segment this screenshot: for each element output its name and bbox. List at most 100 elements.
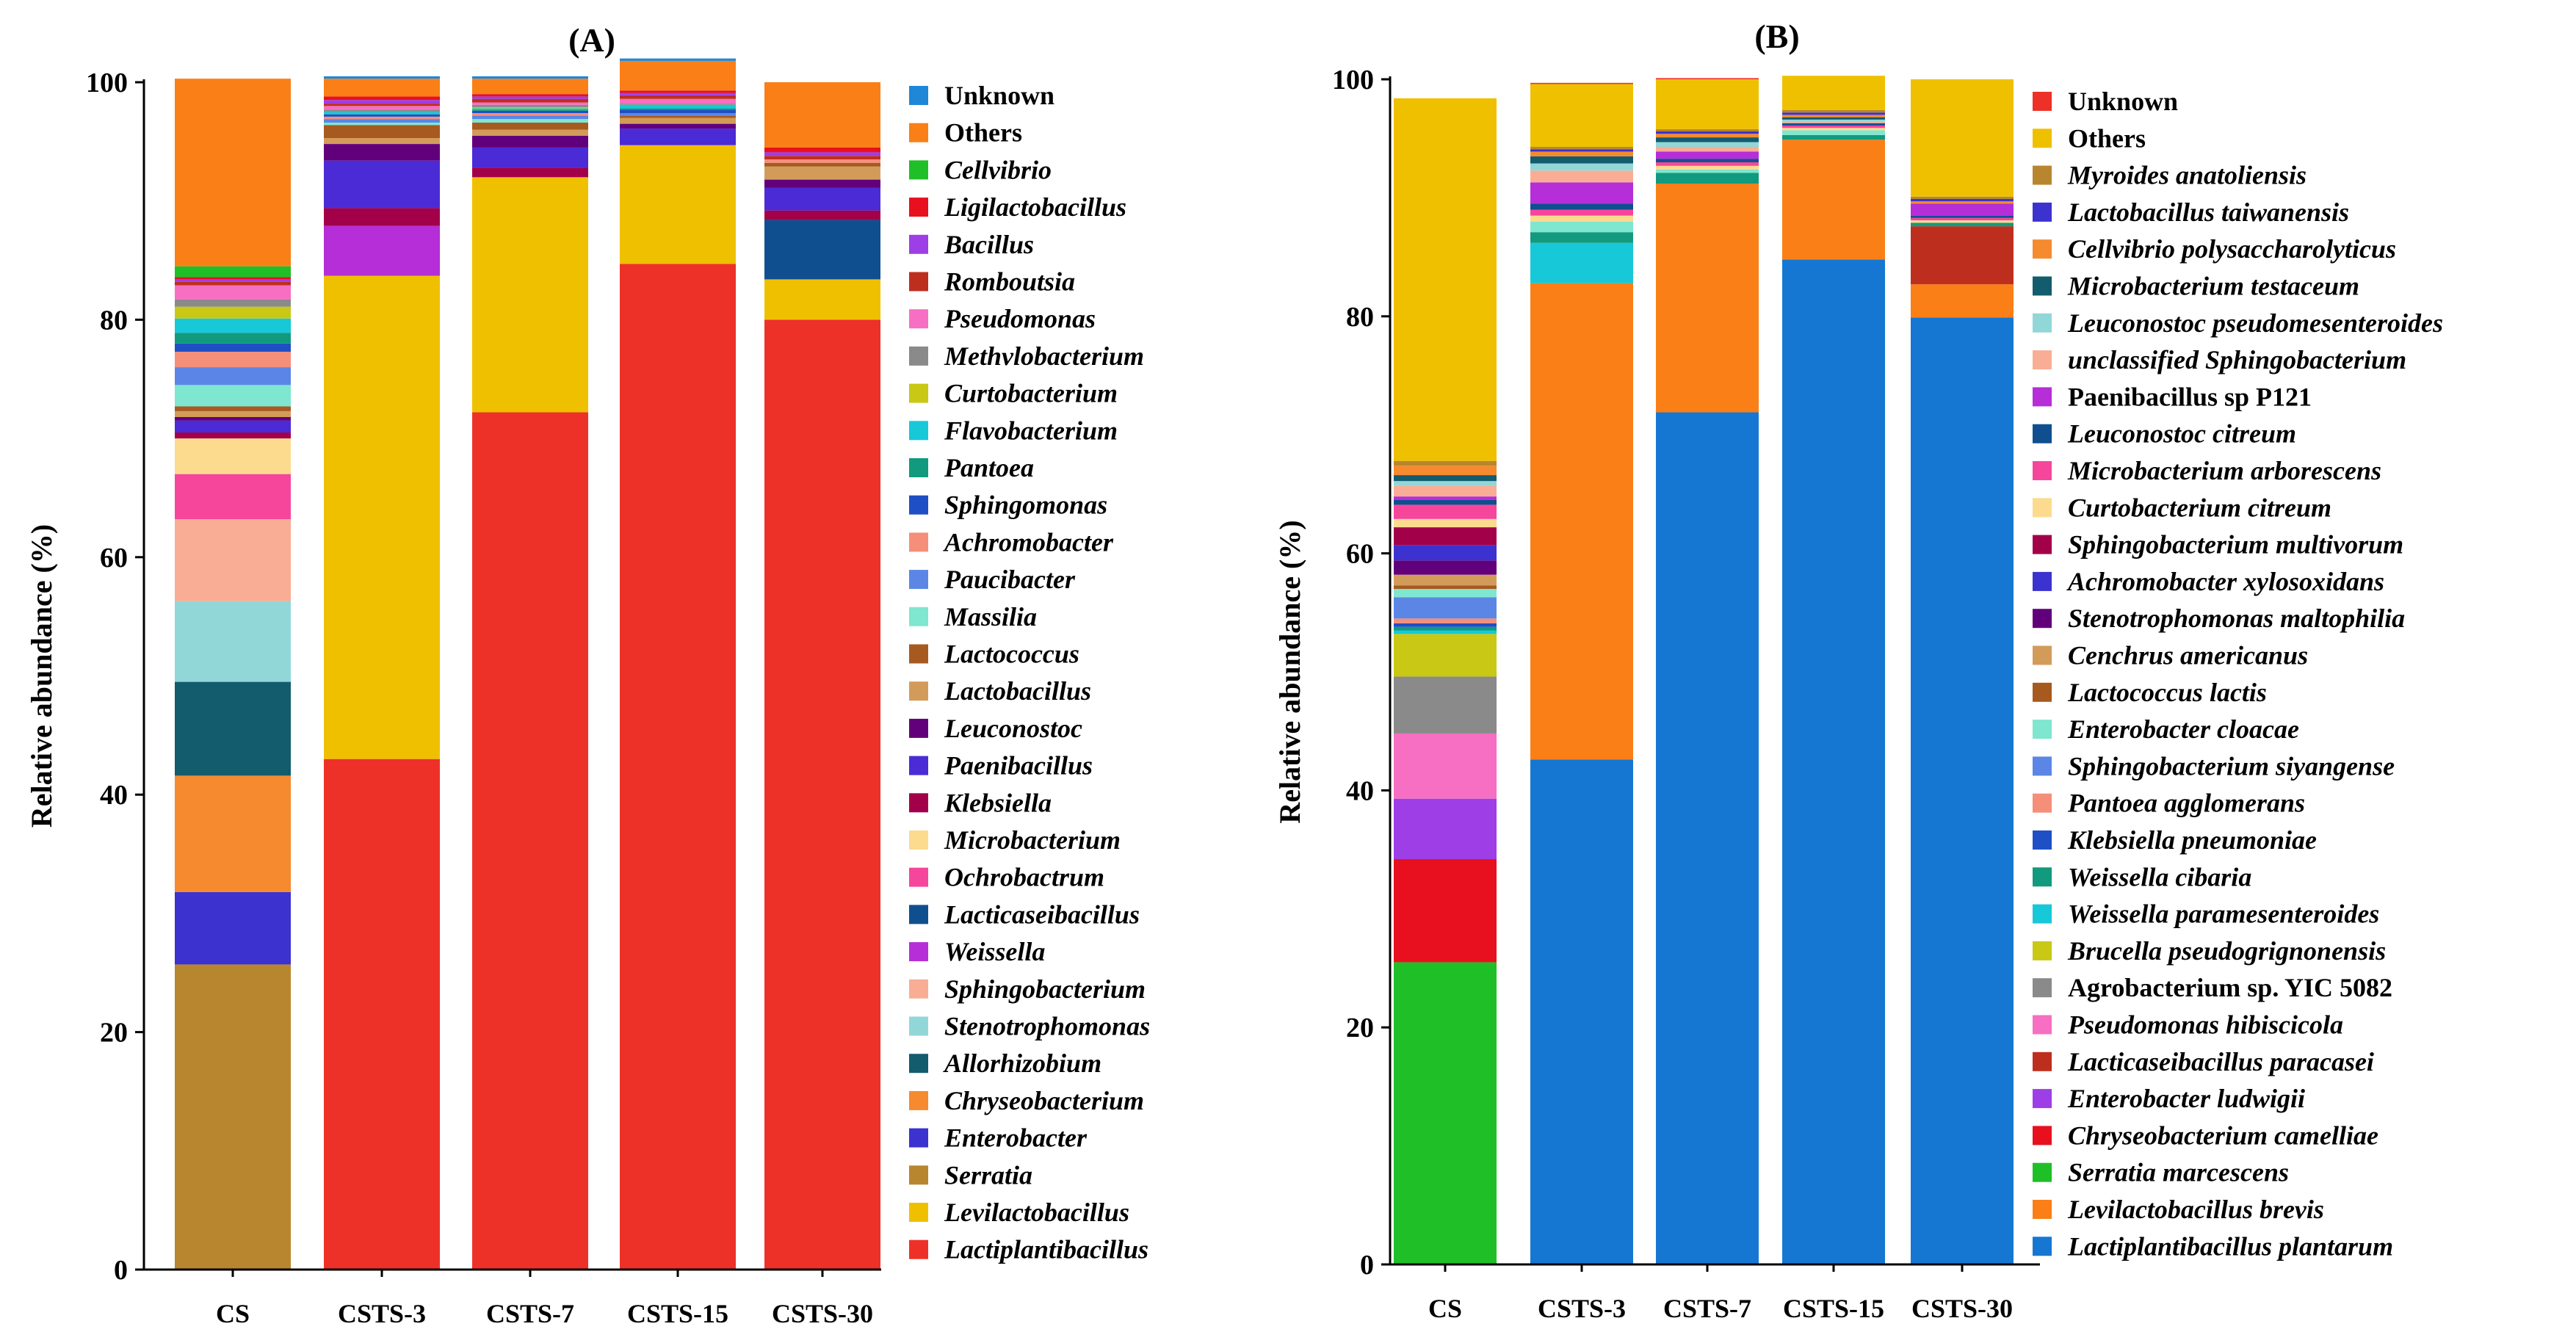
bar-segment-csts-7-lactiplantibacillus	[472, 412, 588, 1270]
bar-segment-cs-massilia	[175, 385, 291, 407]
bar-segment-cs-methvlobacterium	[175, 299, 291, 307]
bar-segment-csts-7-lactococcus	[472, 122, 588, 130]
y-tick-label: 20	[1346, 1013, 1374, 1043]
chart-b: (B) Relative abundance (%) CS CSTS-3 CSTS-7 C…	[1273, 18, 2443, 1323]
y-tick-label: 100	[86, 68, 128, 98]
legend-swatch-flavobacterium	[909, 421, 928, 441]
bar-segment-csts-3-lactobacillus-taiwanensis	[1530, 149, 1633, 152]
bar-segment-csts-7-pantoea	[472, 109, 588, 111]
bar-segment-csts-30-paenibacillus	[764, 187, 880, 211]
legend-label-levilactobacillus: Levilactobacillus	[944, 1198, 1129, 1227]
legend-swatch-unclassified-sphingobacterium	[2033, 350, 2052, 370]
bar-segment-csts-3-methvlobacterium	[324, 109, 440, 112]
legend-label-agrobacterium-sp-yic-5082: Agrobacterium sp. YIC 5082	[2068, 973, 2392, 1002]
legend-label-serratia: Serratia	[944, 1160, 1032, 1190]
legend-label-lactobacillus: Lactobacillus	[944, 676, 1091, 706]
legend-swatch-unknown	[2033, 92, 2052, 111]
bar-segment-cs-paenibacillus	[175, 420, 291, 433]
bar-segment-csts-15-others	[620, 60, 736, 91]
chart-a: (A) Relative abundance (%) CS CSTS-3 CSTS-7 C…	[25, 21, 1150, 1328]
bar-segment-csts-7-sphingomonas	[472, 110, 588, 114]
legend-label-microbacterium: Microbacterium	[944, 825, 1121, 855]
legend-swatch-curtobacterium	[909, 383, 928, 403]
y-tick-label: 80	[100, 305, 128, 336]
bar-segment-csts-3-cellvibrio-polysaccharolyticus	[1530, 151, 1633, 156]
legend-label-enterobacter-ludwigii: Enterobacter ludwigii	[2067, 1084, 2305, 1113]
x-tick-label: CSTS-7	[1663, 1294, 1751, 1323]
bar-segment-csts-7-paucibacter	[472, 115, 588, 120]
legend-swatch-sphingobacterium	[909, 979, 928, 999]
legend-swatch-weissella-cibaria	[2033, 867, 2052, 887]
y-axis-label: Relative abundance (%)	[25, 524, 58, 828]
y-tick-label: 0	[114, 1255, 128, 1286]
bar-segment-csts-15-bacillus	[620, 93, 736, 95]
bar-segment-csts-7-ligilactobacillus	[472, 94, 588, 97]
legend-swatch-cellvibrio-polysaccharolyticus	[2033, 239, 2052, 259]
legend-swatch-romboutsia	[909, 272, 928, 292]
legend-label-ligilactobacillus: Ligilactobacillus	[944, 192, 1126, 222]
bar-segment-csts-7-leuconostoc-pseudomesenteroides	[1656, 142, 1759, 147]
legend-label-curtobacterium: Curtobacterium	[944, 379, 1118, 408]
legend-label-sphingobacterium-siyangense: Sphingobacterium siyangense	[2068, 751, 2395, 781]
legend-label-lactobacillus-taiwanensis: Lactobacillus taiwanensis	[2067, 198, 2349, 227]
legend-swatch-others	[2033, 128, 2052, 148]
bar-segment-csts-3-leuconostoc-pseudomesenteroides	[1530, 163, 1633, 171]
bar-segment-csts-7-romboutsia	[472, 98, 588, 103]
x-tick-label: CSTS-15	[627, 1299, 728, 1328]
bar-segment-cs-microbacterium	[175, 438, 291, 474]
bar-segment-cs-stenotrophomonas	[175, 601, 291, 682]
bar-segment-csts-7-paenibacillus-sp-p121	[1656, 151, 1759, 159]
legend-label-lactiplantibacillus-plantarum: Lactiplantibacillus plantarum	[2067, 1231, 2393, 1261]
bar-segment-cs-pseudomonas	[175, 285, 291, 300]
bar-segment-csts-3-pseudomonas	[324, 106, 440, 110]
bar-segment-csts-7-curtobacterium	[472, 106, 588, 109]
bar-segment-csts-7-bacillus	[472, 96, 588, 99]
bar-segment-csts-3-unknown	[324, 76, 440, 79]
legend-swatch-serratia	[909, 1165, 928, 1185]
bar-segment-cs-enterobacter-cloacae	[1394, 589, 1497, 598]
legend-swatch-lactiplantibacillus	[909, 1239, 928, 1259]
legend-label-serratia-marcescens: Serratia marcescens	[2068, 1158, 2289, 1187]
legend-swatch-bacillus	[909, 234, 928, 254]
bar-segment-cs-cellvibrio	[175, 266, 291, 278]
legend-label-allorhizobium: Allorhizobium	[943, 1049, 1101, 1078]
bar-segment-csts-30-lactiplantibacillus	[764, 319, 880, 1270]
bar-segment-csts-3-unknown	[1530, 82, 1633, 84]
legend-label-microbacterium-arborescens: Microbacterium arborescens	[2067, 456, 2381, 485]
bar-segment-cs-allorhizobium	[175, 681, 291, 776]
legend-swatch-serratia-marcescens	[2033, 1162, 2052, 1182]
bar-segment-csts-15-microbacterium-arborescens	[1782, 125, 1885, 128]
bar-segment-csts-3-paenibacillus-sp-p121	[1530, 182, 1633, 204]
legend-swatch-chryseobacterium-camelliae	[2033, 1126, 2052, 1145]
legend-label-enterobacter-cloacae: Enterobacter cloacae	[2067, 714, 2299, 744]
bar-segment-csts-30-cellvibrio-polysaccharolyticus	[1911, 201, 2014, 204]
bar-segment-csts-30-leuconostoc-citreum	[1911, 215, 2014, 218]
bar-segment-csts-7-cellvibrio-polysaccharolyticus	[1656, 134, 1759, 138]
legend-label-weissella-cibaria: Weissella cibaria	[2068, 862, 2251, 891]
legend-label-others: Others	[944, 118, 1022, 148]
bar-segment-cs-klebsiella-pneumoniae	[1394, 623, 1497, 627]
bar-segment-cs-others	[175, 79, 291, 267]
legend-label-others: Others	[2068, 123, 2146, 153]
bar-segment-csts-15-levilactobacillus	[620, 145, 736, 264]
bar-segment-csts-3-unclassified-sphingobacterium	[1530, 170, 1633, 183]
bar-segment-csts-15-flavobacterium	[620, 104, 736, 109]
bar-segment-csts-7-microbacterium-testaceum	[1656, 137, 1759, 142]
bar-segment-csts-15-paenibacillus	[620, 128, 736, 145]
legend-swatch-achromobacter	[909, 532, 928, 552]
bar-segment-cs-leuconostoc-citreum	[1394, 499, 1497, 505]
legend-label-unknown: Unknown	[944, 81, 1054, 110]
bar-segment-cs-lactobacillus	[175, 410, 291, 417]
legend-label-paucibacter: Paucibacter	[944, 565, 1076, 594]
bar-segment-csts-3-romboutsia	[324, 104, 440, 106]
y-tick-label: 40	[100, 780, 128, 811]
bar-segment-csts-3-enterobacter-cloacae	[1530, 221, 1633, 233]
bar-segment-csts-15-romboutsia	[620, 95, 736, 99]
bar-segment-cs-ligilactobacillus	[175, 277, 291, 280]
y-tick-label: 40	[1346, 775, 1374, 806]
legend-label-klebsiella: Klebsiella	[944, 788, 1052, 817]
bar-segment-csts-7-unknown	[472, 76, 588, 79]
bar-segment-csts-15-leuconostoc-citreum	[1782, 123, 1885, 126]
legend-label-achromobacter: Achromobacter	[943, 527, 1114, 557]
